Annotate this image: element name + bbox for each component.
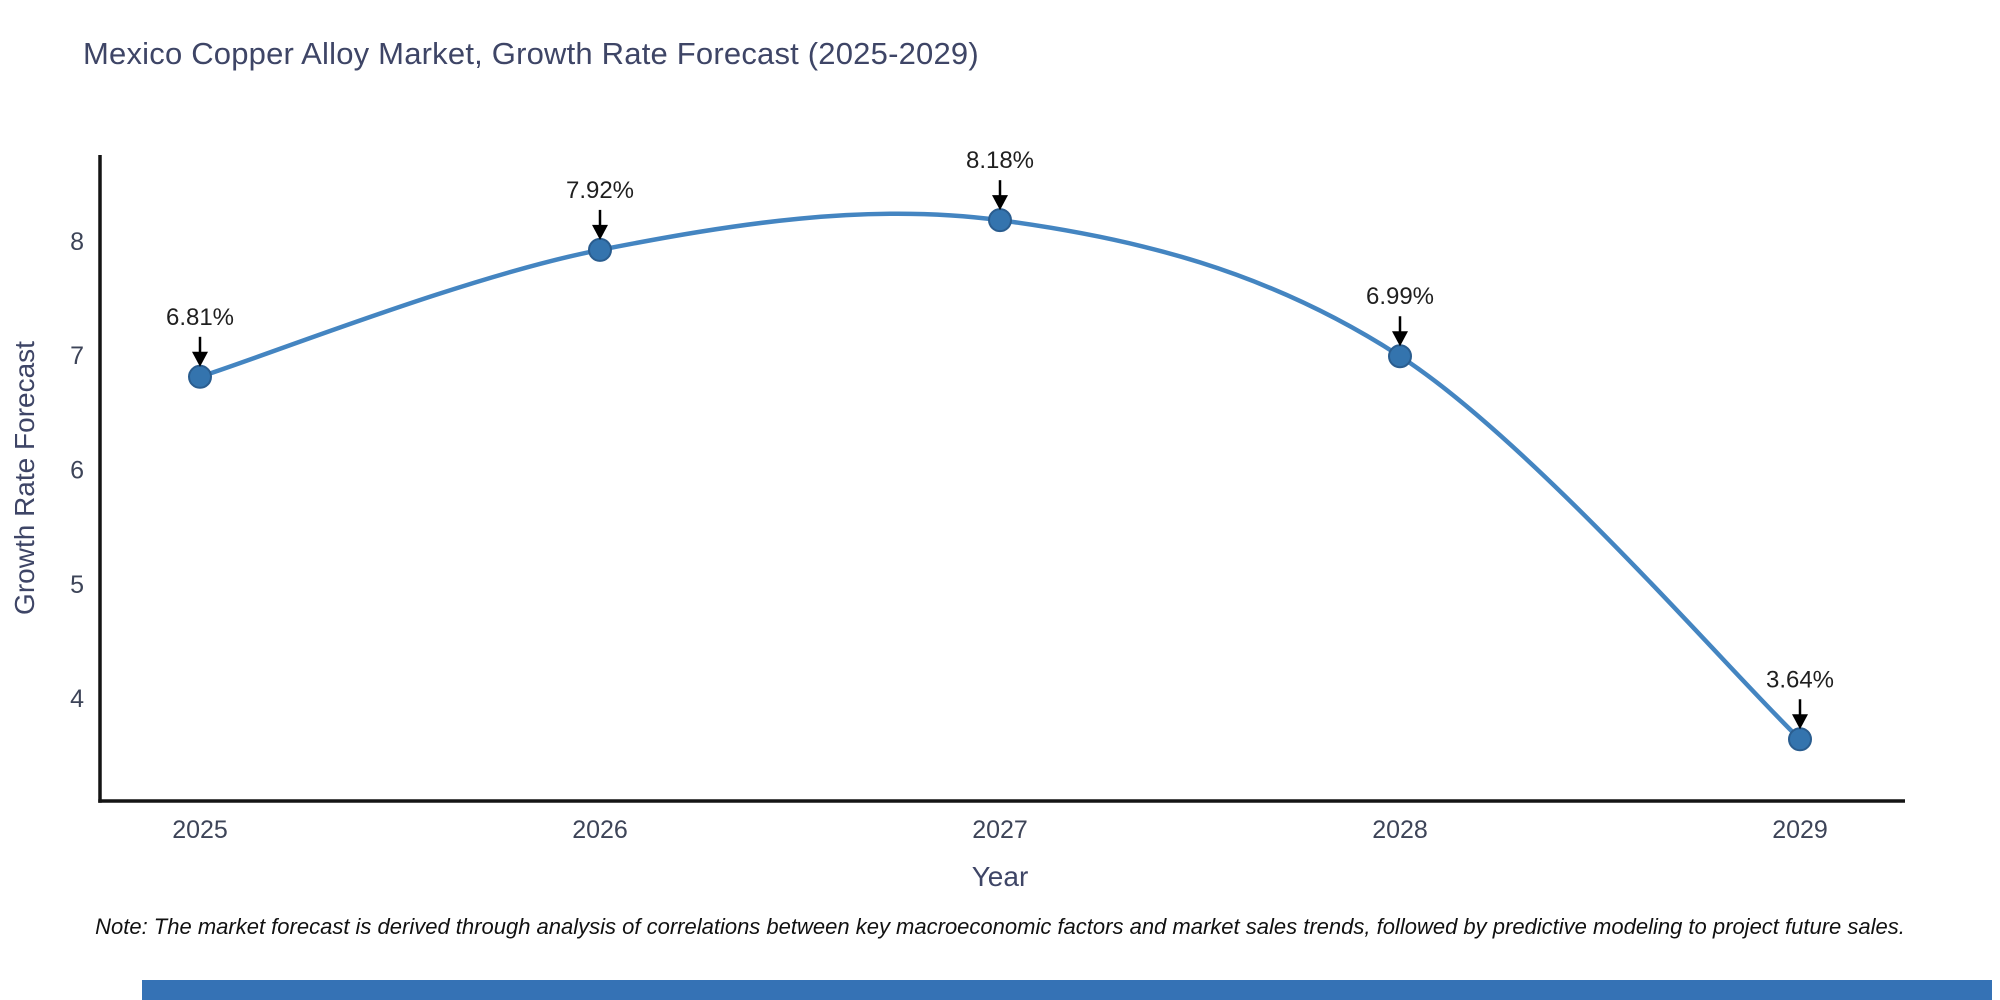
forecast-line <box>197 211 1803 742</box>
y-tick-label: 4 <box>70 685 84 713</box>
annotation-arrow-head <box>592 224 608 240</box>
plot-dynamic-layer: 4 5 6 7 8 2025 2026 2027 2028 2029 6.81% 7.92% 8.18%… <box>70 147 1905 844</box>
y-tick-label: 8 <box>70 228 84 256</box>
x-axis-title: Year <box>972 861 1029 892</box>
annotation-arrow-head <box>192 351 208 367</box>
point-annotation-label: 7.92% <box>566 177 634 204</box>
annotation-arrow-head <box>1392 331 1408 347</box>
point-annotation-label: 6.81% <box>166 304 234 331</box>
data-point-marker <box>988 208 1012 233</box>
y-tick-label: 7 <box>70 342 84 370</box>
point-annotation-label: 6.99% <box>1366 283 1434 310</box>
x-tick-label: 2029 <box>1772 816 1828 844</box>
y-tick-label: 6 <box>70 456 84 484</box>
point-annotation-label: 8.18% <box>966 147 1034 174</box>
annotation-arrow-head <box>1792 714 1808 730</box>
chart-title: Mexico Copper Alloy Market, Growth Rate … <box>83 36 979 71</box>
x-tick-label: 2025 <box>172 816 228 844</box>
y-tick-label: 5 <box>70 571 84 599</box>
data-point-marker <box>1388 344 1412 369</box>
data-point-marker <box>588 237 612 262</box>
x-tick-label: 2026 <box>572 816 628 844</box>
data-point-marker <box>1788 727 1812 752</box>
data-point-marker <box>188 364 212 389</box>
x-tick-label: 2028 <box>1372 816 1428 844</box>
y-axis-title: Growth Rate Forecast <box>9 341 40 615</box>
footnote: Note: The market forecast is derived thr… <box>95 914 1905 939</box>
annotation-arrow-head <box>992 195 1008 211</box>
x-tick-label: 2027 <box>972 816 1028 844</box>
footer-accent-bar <box>142 980 1992 1000</box>
point-annotation-label: 3.64% <box>1766 666 1834 693</box>
